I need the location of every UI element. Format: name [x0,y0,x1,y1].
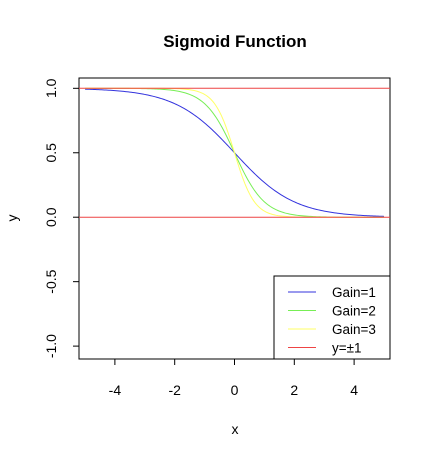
y-axis: -1.0 -0.5 0.0 0.5 1.0 [43,78,80,358]
y-axis-label: y [4,215,20,222]
x-tick-label: 2 [290,382,298,398]
y-tick-label: -1.0 [43,334,59,358]
y-tick-label: -0.5 [43,269,59,293]
x-tick-label: 4 [350,382,358,398]
x-axis-label: x [232,421,239,437]
legend-label: Gain=3 [332,322,376,337]
x-tick-label: -2 [168,382,181,398]
legend: Gain=1 Gain=2 Gain=3 y=±1 [273,275,391,360]
y-tick-label: 1.0 [43,78,59,98]
legend-label: Gain=2 [332,304,376,319]
y-tick-label: 0.0 [43,207,59,227]
legend-box [273,275,391,360]
y-tick-label: 0.5 [43,143,59,163]
legend-label: Gain=1 [332,285,376,300]
x-tick-label: 0 [231,382,239,398]
x-tick-label: -4 [109,382,122,398]
series-layer [79,87,390,218]
chart-title: Sigmoid Function [163,32,307,51]
legend-label: y=±1 [332,341,362,356]
